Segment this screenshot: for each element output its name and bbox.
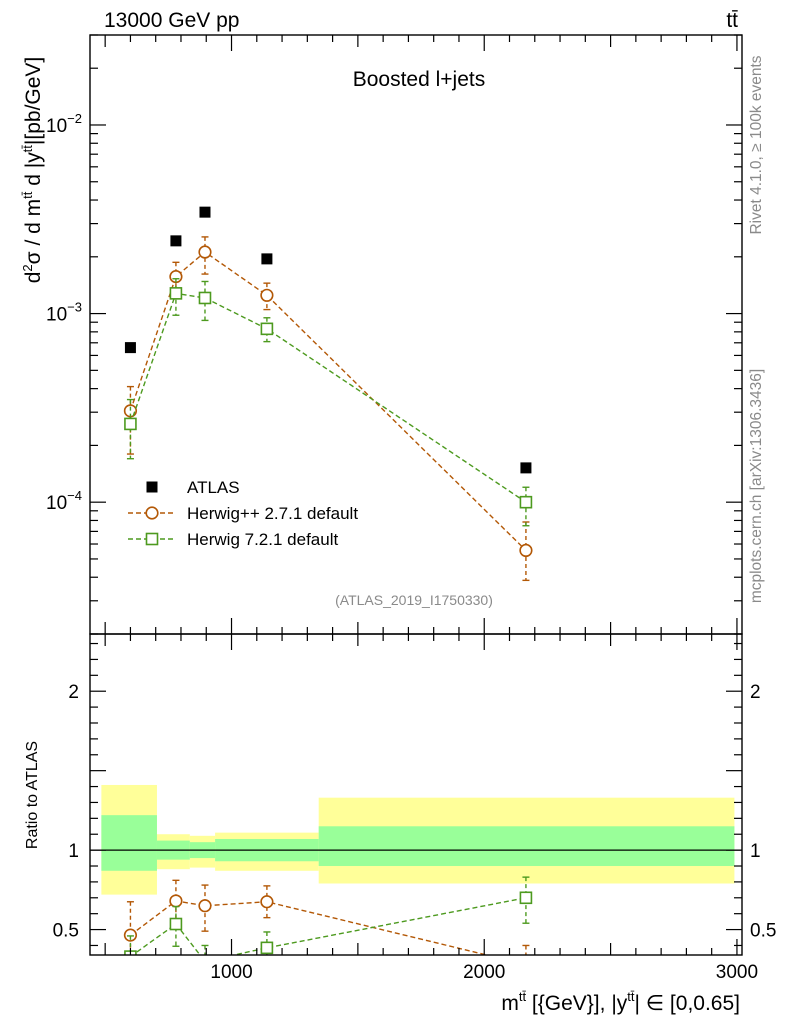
legend-marker-herwig-7-2-1-default bbox=[145, 532, 159, 546]
ratio-herwig-2-7-1-default-point bbox=[169, 894, 183, 908]
uncertainty-band-green bbox=[318, 826, 735, 867]
main-herwig-2-7-1-default-point bbox=[198, 245, 212, 259]
analysis-id: (ATLAS_2019_I1750330) bbox=[335, 592, 493, 608]
rivet-label: Rivet 4.1.0, ≥ 100k events bbox=[748, 55, 765, 234]
ratio-y-tick-label-right: 1 bbox=[750, 841, 761, 862]
main-herwig-7-2-1-default-point bbox=[124, 417, 137, 431]
ratio-plot-area bbox=[90, 784, 742, 971]
ratio-herwig-7-2-1-default-point bbox=[169, 917, 183, 931]
main-herwig-7-2-1-default-line bbox=[129, 292, 527, 503]
main-herwig-7-2-1-default-point bbox=[519, 495, 533, 509]
axes: 1000 2000 3000 10−2 10−3 10−4 0.5 0.5 1 1 2 2 bbox=[46, 34, 776, 983]
main-ylabel: d2σ / d mtt̄ d |ytt̄|[pb/GeV] bbox=[20, 57, 45, 284]
ratio-plot-frame bbox=[89, 633, 743, 956]
main-herwig-2-7-1-default-point bbox=[519, 543, 533, 558]
ratio-y-tick-label: 2 bbox=[68, 682, 79, 703]
main-atlas-point bbox=[124, 342, 136, 354]
ratio-y-tick-label-right: 2 bbox=[750, 682, 761, 703]
y-tick-label: 10−2 bbox=[46, 111, 82, 137]
main-herwig-7-2-1-default-point bbox=[198, 291, 212, 305]
x-axis-title: mtt̄ [{GeV}], |ytt̄| ∈ [0,0.65] bbox=[501, 989, 740, 1015]
energy-label: 13000 GeV pp bbox=[104, 9, 239, 32]
ratio-herwig-7-2-1-default-point bbox=[199, 956, 210, 967]
ratio-herwig-2-7-1-default-point bbox=[123, 928, 138, 942]
legend: ATLAS Herwig++ 2.7.1 default Herwig 7.2.1 … bbox=[128, 478, 358, 549]
ratio-herwig-7-2-1-default-line bbox=[131, 897, 527, 955]
legend-marker-herwig-2-7-1-default bbox=[145, 506, 159, 520]
x-tick-label: 2000 bbox=[463, 962, 505, 983]
process-label: tt̄ bbox=[726, 9, 738, 32]
legend-marker-atlas bbox=[146, 481, 158, 493]
ratio-y-tick-label: 1 bbox=[68, 841, 79, 862]
x-tick-label: 1000 bbox=[210, 962, 252, 983]
x-tick-label: 3000 bbox=[716, 962, 758, 983]
ratio-herwig-2-7-1-default-point bbox=[198, 899, 212, 913]
main-plot-area bbox=[123, 206, 533, 582]
main-herwig-7-2-1-default-point bbox=[260, 322, 274, 336]
legend-label-herwig-7-2-1-default: Herwig 7.2.1 default bbox=[187, 530, 338, 549]
main-atlas-point bbox=[261, 253, 273, 265]
ratio-herwig-7-2-1-default-point bbox=[260, 941, 274, 955]
ratio-herwig-2-7-1-default-point bbox=[260, 895, 274, 909]
main-atlas-point bbox=[199, 206, 211, 218]
main-atlas-point bbox=[520, 462, 532, 474]
ratio-y-tick-label: 0.5 bbox=[53, 921, 79, 942]
ratio-ylabel: Ratio to ATLAS bbox=[24, 741, 41, 849]
y-tick-label: 10−4 bbox=[46, 488, 82, 514]
legend-label-herwig-2-7-1-default: Herwig++ 2.7.1 default bbox=[187, 504, 358, 523]
ratio-y-tick-label-right: 0.5 bbox=[750, 921, 776, 942]
main-herwig-2-7-1-default-point bbox=[260, 288, 274, 302]
ratio-herwig-2-7-1-default-point bbox=[520, 959, 532, 971]
main-atlas-point bbox=[170, 235, 182, 247]
mcplots-label: mcplots.cern.ch [arXiv:1306.3436] bbox=[748, 369, 765, 603]
uncertainty-band-green bbox=[101, 815, 157, 871]
y-tick-label: 10−3 bbox=[46, 300, 82, 326]
ratio-herwig-7-2-1-default-point bbox=[519, 891, 533, 905]
main-herwig-7-2-1-default-point bbox=[169, 287, 183, 300]
plot-title: Boosted l+jets bbox=[353, 68, 486, 91]
legend-label-atlas: ATLAS bbox=[187, 478, 240, 497]
